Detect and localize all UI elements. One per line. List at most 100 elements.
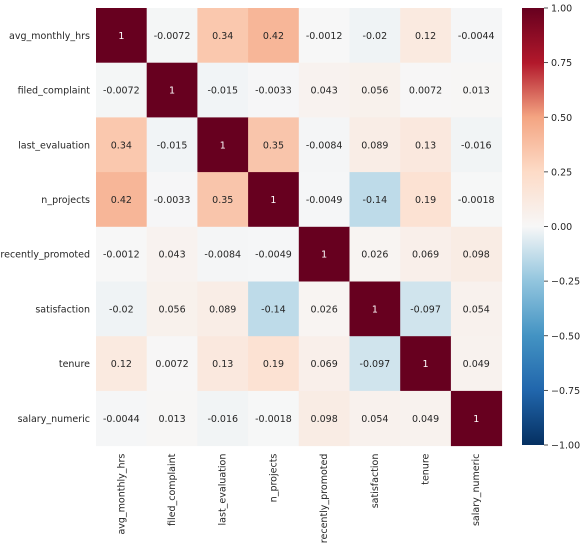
x-tick-label: recently_promoted [319,454,330,543]
heatmap-cell [197,8,249,64]
heatmap-cell [248,281,300,337]
cell-value-label: 1 [321,250,327,261]
cell-value-label: -0.14 [363,195,388,206]
y-tick-label: filed_complaint [18,86,91,97]
heatmap-cell [146,226,198,282]
cell-value-label: 0.34 [111,140,132,151]
x-axis-ticks: avg_monthly_hrs filed_complaint last_evalu… [116,453,482,543]
y-tick-label: avg_monthly_hrs [9,31,90,42]
colorbar-tick-label: −0.75 [551,386,580,397]
cell-value-label: 0.069 [412,250,439,261]
cell-value-label: 0.098 [311,414,338,425]
cell-value-label: 0.13 [415,140,436,151]
heatmap-cell [96,172,148,228]
heatmap-cell [146,172,198,228]
cell-value-label: 0.056 [361,86,388,97]
heatmap-cell [349,8,401,64]
cell-value-label: -0.016 [207,414,238,425]
heatmap-cell [400,62,452,118]
heatmap-cell [298,390,350,447]
heatmap-cell [298,281,350,337]
cell-value-label: 0.098 [463,250,490,261]
y-tick-label: recently_promoted [0,250,90,261]
heatmap-cell [450,390,503,447]
cell-value-label: -0.015 [207,86,238,97]
colorbar-tick-label: 0.00 [551,222,572,233]
y-tick-label: last_evaluation [18,140,90,151]
cell-value-label: -0.015 [157,140,188,151]
cell-value-label: 0.069 [311,359,338,370]
y-tick-label: salary_numeric [18,414,90,425]
heatmap-cell [400,117,452,173]
cell-value-label: -0.0033 [154,195,191,206]
cell-value-label: 0.35 [263,140,284,151]
cell-value-label: -0.0044 [103,414,140,425]
cell-value-label: -0.14 [261,304,286,315]
heatmap-cell [450,281,503,337]
colorbar-tick-label: −0.50 [551,331,580,342]
heatmap-cell [450,8,503,64]
cell-value-label: -0.016 [461,140,492,151]
x-tick-label: last_evaluation [218,454,229,526]
colorbar-tick-label: 0.50 [551,113,572,124]
x-tick-label: satisfaction [370,454,381,509]
cell-value-label: 0.0072 [155,359,188,370]
heatmap-cell [400,8,452,64]
heatmap-cell [146,8,198,64]
heatmap-cell [298,336,350,392]
heatmap-cell [248,8,300,64]
cell-value-label: -0.0044 [458,31,495,42]
cell-value-label: 0.043 [158,250,185,261]
heatmap-cell [197,172,249,228]
colorbar-tick-label: 0.75 [551,58,572,69]
cell-value-label: -0.0033 [255,86,292,97]
cell-value-label: 0.056 [158,304,185,315]
heatmap-cell [349,390,401,447]
heatmap-cell [400,390,452,447]
heatmap-cell [349,336,401,392]
cell-value-label: 1 [372,304,378,315]
cell-value-label: 0.026 [311,304,338,315]
heatmap-cell-labels: 1 -0.0072 0.34 0.42 -0.0012 -0.02 0.12 -0.0044 -… [103,31,495,425]
heatmap-cell [349,226,401,282]
cell-value-label: 0.19 [415,195,436,206]
cell-value-label: 0.054 [463,304,490,315]
cell-value-label: -0.0072 [103,86,140,97]
cell-value-label: -0.0018 [458,195,495,206]
cell-value-label: 1 [118,31,124,42]
cell-value-label: 0.35 [212,195,233,206]
heatmap-cell [96,281,148,337]
heatmap-cells [96,8,503,447]
heatmap-cell [197,336,249,392]
cell-value-label: 0.049 [412,414,439,425]
cell-value-label: 0.026 [361,250,388,261]
heatmap-cell [197,117,249,173]
cell-value-label: -0.02 [109,304,134,315]
cell-value-label: 0.013 [463,86,490,97]
cell-value-label: -0.0012 [306,31,343,42]
cell-value-label: 0.12 [111,359,132,370]
heatmap-cell [197,390,249,447]
cell-value-label: 1 [220,140,226,151]
cell-value-label: -0.0072 [154,31,191,42]
heatmap-cell [298,62,350,118]
colorbar: 1.00 0.75 0.50 0.25 0.00 −0.25 −0.50 −0.75 −1.00 [522,4,580,452]
cell-value-label: -0.0049 [255,250,292,261]
cell-value-label: 0.089 [361,140,388,151]
cell-value-label: 0.42 [263,31,284,42]
y-tick-label: satisfaction [35,304,90,315]
y-tick-label: n_projects [41,195,90,206]
heatmap-cell [197,62,249,118]
heatmap-cell [146,62,198,118]
heatmap-cell [349,117,401,173]
heatmap-cell [450,62,503,118]
heatmap-cell [96,117,148,173]
cell-value-label: 1 [423,359,429,370]
x-tick-label: n_projects [268,454,279,503]
colorbar-tick-label: 1.00 [551,4,572,15]
heatmap-cell [298,8,350,64]
heatmap-cell [400,226,452,282]
cell-value-label: 0.054 [361,414,388,425]
heatmap-cell [450,226,503,282]
